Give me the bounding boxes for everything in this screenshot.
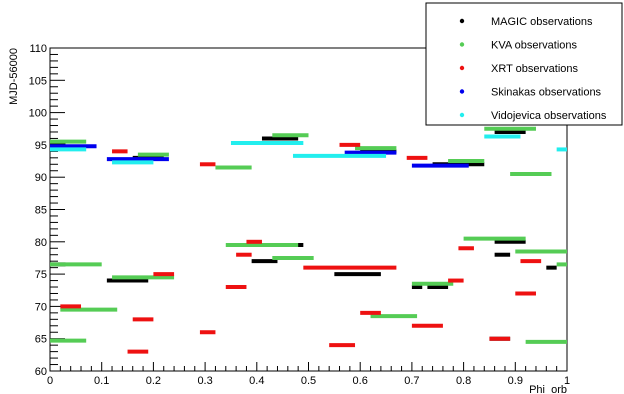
legend-marker — [459, 18, 465, 24]
x-tick-label: 0.8 — [456, 375, 471, 387]
x-tick-label: 0.7 — [404, 375, 419, 387]
legend-box — [425, 2, 623, 126]
x-tick-label: 0.6 — [353, 375, 368, 387]
y-tick-label: 105 — [29, 75, 47, 87]
legend-label: XRT observations — [491, 63, 579, 75]
y-tick-label: 85 — [35, 205, 47, 217]
legend: MAGIC observations KVA observations XRT ob… — [425, 2, 623, 126]
legend-marker — [459, 89, 465, 94]
x-tick-label: 0.3 — [197, 375, 212, 387]
x-tick-label: 0.9 — [508, 375, 523, 387]
y-tick-label: 70 — [35, 301, 47, 313]
x-tick-label: 0.1 — [94, 375, 109, 387]
y-axis-title: MJD-56000 — [8, 48, 20, 105]
x-axis-title: Phi_orb — [529, 384, 567, 394]
y-tick-label: 110 — [29, 43, 47, 55]
legend-label: Vidojevica observations — [491, 110, 607, 122]
y-tick-label: 75 — [35, 269, 47, 281]
x-tick-label: 0 — [47, 375, 53, 387]
series-group — [50, 126, 567, 344]
y-tick-label: 95 — [35, 140, 47, 152]
y-tick-label: 60 — [35, 366, 47, 378]
legend-label: MAGIC observations — [491, 16, 593, 28]
y-tick-label: 65 — [35, 334, 47, 346]
series-group — [60, 142, 542, 354]
y-tick-label: 100 — [29, 108, 47, 120]
y-tick-label: 90 — [35, 172, 47, 184]
legend-marker — [459, 65, 465, 71]
legend-label: KVA observations — [491, 40, 578, 52]
series-group — [50, 144, 469, 168]
y-axis: 60 65 70 75 80 85 90 95 100 105 110 — [29, 43, 65, 378]
legend-marker — [459, 42, 465, 47]
x-tick-label: 1 — [564, 375, 570, 387]
data-layer — [50, 126, 567, 354]
x-tick-label: 0.2 — [146, 375, 161, 387]
y-tick-label: 80 — [35, 237, 47, 249]
legend-label: Skinakas observations — [491, 87, 602, 99]
x-tick-label: 0.5 — [301, 375, 316, 387]
series-group — [50, 134, 567, 165]
x-axis: 0 0.1 0.2 0.3 0.4 0.5 0.6 0.7 0.8 0.9 1 — [47, 362, 570, 387]
x-tick-label: 0.4 — [249, 375, 264, 387]
legend-marker — [459, 112, 465, 118]
